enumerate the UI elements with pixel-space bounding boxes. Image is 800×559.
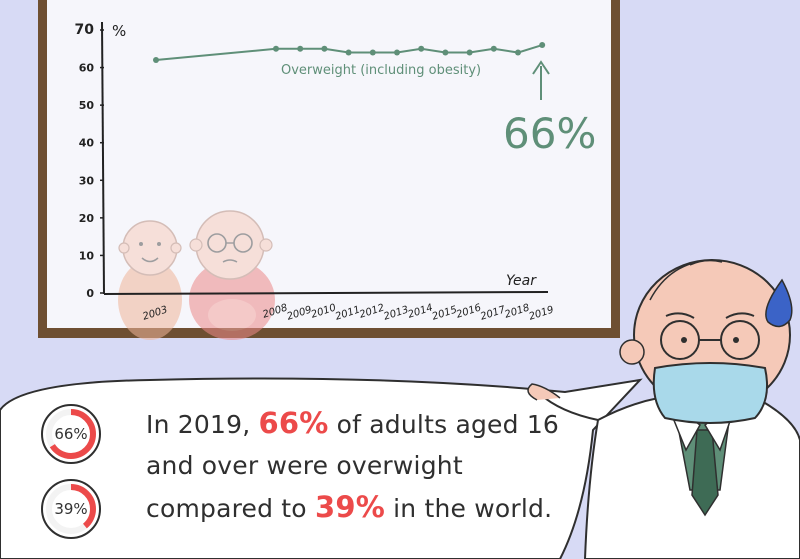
baby-large [189,210,275,340]
badge-39-percent: 39% [41,479,101,539]
caption-text: In 2019, [146,410,259,439]
doctor-hand [527,383,561,401]
sweat-drop-icon [765,278,793,328]
y-tick-label: 20 [79,212,95,225]
data-point [418,45,425,52]
y-ticks: 0 10 20 30 40 50 60 70 [75,22,104,300]
series-overweight [153,42,546,64]
data-point [297,45,304,52]
speech-bubble [0,377,643,559]
doctor-hair [649,259,723,301]
data-point [394,49,400,56]
annotation-arrow [532,60,550,100]
progress-ring [46,484,96,534]
badge-label: 66% [54,425,88,443]
y-axis-unit: % [112,22,126,40]
caption-text: of adults aged 16 [328,410,560,439]
data-point [539,42,546,49]
doctor [527,259,800,559]
y-tick-label: 70 [75,22,95,38]
x-axis-label: Year [506,273,537,289]
y-tick-label: 50 [79,99,95,112]
data-point [273,45,279,52]
data-point [369,49,376,56]
data-point [153,57,159,64]
y-tick-label: 0 [86,287,94,300]
y-tick-label: 60 [79,62,95,75]
progress-ring [46,409,96,459]
y-tick-label: 10 [79,249,95,262]
data-point [442,49,449,56]
y-tick-label: 30 [79,174,95,187]
data-point [490,45,497,52]
data-point [345,49,352,56]
badge-label: 39% [54,500,88,518]
doctor-mask [652,362,768,424]
doctor-ear [619,339,645,365]
data-point [321,45,328,52]
caption-highlight: 66% [258,406,329,440]
baby-illustrations [118,210,275,340]
caption-line-2: and over were overwight [146,451,463,480]
baby-small [118,220,182,340]
caption-text: in the world. [384,494,553,523]
y-tick-label: 40 [79,137,95,150]
caption-line-3: compared to 39% in the world. [146,490,552,524]
caption-text: compared to [146,494,315,523]
caption-text: and over were overwight [146,451,463,480]
annotation-value: 66% [503,109,596,158]
data-point [466,49,473,56]
x-axis [103,291,549,295]
series-label: Overweight (including obesity) [281,63,481,78]
caption-highlight: 39% [314,490,385,524]
data-point [515,49,521,56]
caption-line-1: In 2019, 66% of adults aged 16 [146,406,559,440]
badge-66-percent: 66% [41,404,101,464]
